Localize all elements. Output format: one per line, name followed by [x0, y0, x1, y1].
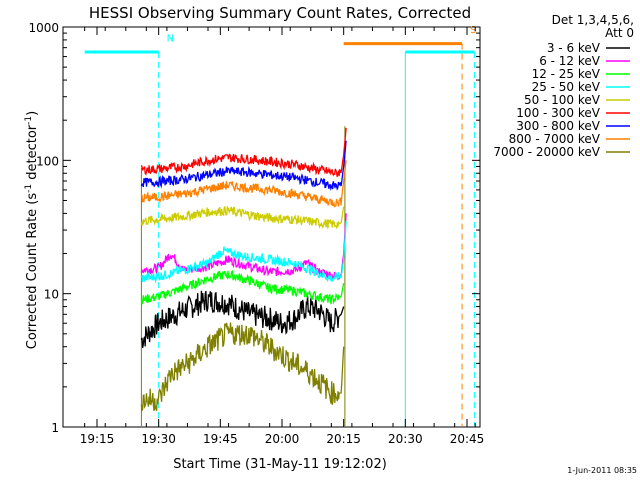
flag-label: S — [470, 25, 476, 36]
y-tick-label: 1000 — [28, 21, 59, 35]
series-line — [141, 160, 347, 208]
legend-label: 3 - 6 keV — [547, 41, 601, 55]
legend-label: 100 - 300 keV — [516, 106, 600, 120]
series-line — [140, 140, 347, 192]
legend-label: 25 - 50 keV — [532, 80, 601, 94]
legend-header-2: Att 0 — [605, 26, 634, 40]
svg-text:Corrected Count Rate (s-1 dete: Corrected Count Rate (s-1 detector-1) — [24, 111, 40, 349]
series-line — [140, 127, 347, 177]
x-tick-label: 19:15 — [80, 432, 115, 446]
y-axis-label: Corrected Count Rate (s-1 detector-1) — [24, 111, 40, 349]
chart-title: HESSI Observing Summary Count Rates, Cor… — [89, 4, 471, 22]
legend-label: 300 - 800 keV — [516, 119, 600, 133]
y-tick-label: 100 — [36, 154, 59, 168]
series-line — [140, 322, 345, 412]
plot-frame — [62, 26, 481, 428]
legend-label: 50 - 100 keV — [524, 93, 601, 107]
timestamp: 1-Jun-2011 08:35 — [567, 466, 637, 475]
x-tick-label: 20:30 — [388, 432, 423, 446]
y-tick-label: 1 — [51, 421, 59, 435]
x-tick-label: 20:00 — [265, 432, 300, 446]
series-line — [140, 213, 347, 280]
y-tick-label: 10 — [44, 288, 59, 302]
x-tick-label: 20:15 — [326, 432, 361, 446]
series-line — [140, 290, 345, 349]
series-line — [140, 221, 347, 284]
flag-label: N — [167, 33, 174, 44]
series-line — [140, 270, 345, 305]
x-tick-label: 20:45 — [450, 432, 485, 446]
legend-label: 800 - 7000 keV — [509, 132, 601, 146]
series-line — [140, 206, 345, 229]
x-tick-label: 19:30 — [141, 432, 176, 446]
legend-header-1: Det 1,3,4,5,6, — [552, 13, 634, 27]
x-axis-label: Start Time (31-May-11 19:12:02) — [173, 457, 387, 472]
legend-label: 7000 - 20000 keV — [493, 145, 600, 159]
legend-label: 6 - 12 keV — [539, 54, 601, 68]
legend-label: 12 - 25 keV — [532, 67, 601, 81]
x-tick-label: 19:45 — [203, 432, 238, 446]
